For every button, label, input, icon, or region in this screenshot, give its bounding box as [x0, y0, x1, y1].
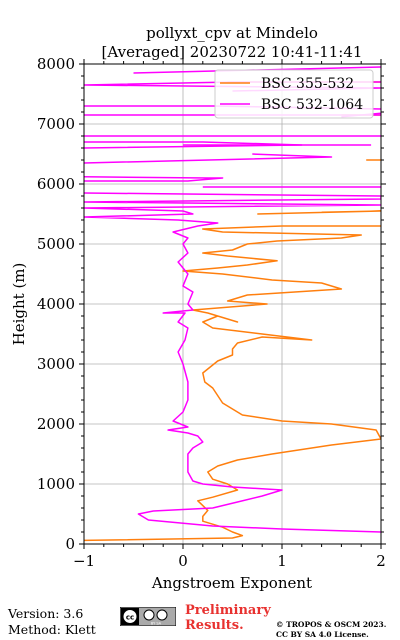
series-segment-bsc5321064 [84, 153, 333, 164]
series-segment-bsc5321064 [84, 176, 224, 182]
series-segment-bsc5321064 [84, 141, 303, 149]
preliminary-notice: Preliminary Results. [185, 603, 271, 633]
legend-box [214, 69, 374, 119]
y-axis-label: Height (m) [10, 263, 28, 346]
y-tick-label: 4000 [37, 295, 75, 313]
copyright-notice: © TROPOS & OSCM 2023. CC BY SA 4.0 Licen… [276, 620, 386, 640]
y-tick-label: 6000 [37, 175, 75, 193]
y-tick-label: 2000 [37, 415, 75, 433]
y-tick-label: 1000 [37, 475, 75, 493]
angstroem-chart: pollyxt_cpv at Mindelo [Averaged] 202307… [10, 24, 386, 592]
legend-label-bsc5321064: BSC 532-1064 [261, 97, 363, 113]
copyright-line-2: CC BY SA 4.0 License. [276, 630, 369, 639]
series-line-bsc355532 [84, 225, 381, 542]
preliminary-line-1: Preliminary [185, 603, 271, 618]
y-tick-label: 8000 [37, 55, 75, 73]
y-tick-label: 0 [65, 535, 75, 553]
chart-title: pollyxt_cpv at Mindelo [146, 24, 318, 42]
y-tick-label: 7000 [37, 115, 75, 133]
legend: BSC 355-532 BSC 532-1064 [214, 69, 374, 119]
cc-license-icon[interactable]: cc BY SA [120, 607, 176, 626]
series-segment-bsc355532 [257, 210, 381, 215]
y-tick-label: 3000 [37, 355, 75, 373]
series-line-bsc5321064 [84, 192, 381, 533]
x-tick-label: 2 [376, 552, 386, 570]
x-tick-label: −1 [73, 552, 95, 570]
x-tick-label: 1 [277, 552, 287, 570]
svg-text:cc: cc [126, 614, 134, 622]
y-tick-label: 5000 [37, 235, 75, 253]
x-axis-label: Angstroem Exponent [151, 574, 312, 592]
method-text: Method: Klett [8, 622, 96, 637]
legend-label-bsc355532: BSC 355-532 [261, 76, 354, 92]
chart-subtitle: [Averaged] 20230722 10:41-11:41 [102, 43, 363, 61]
copyright-line-1: © TROPOS & OSCM 2023. [276, 620, 387, 629]
footer-version-block: Version: 3.6 Method: Klett [8, 606, 96, 638]
cc-badge-text: BY SA [151, 622, 162, 626]
series-layer [84, 66, 381, 542]
version-text: Version: 3.6 [8, 606, 84, 621]
x-tick-label: 0 [178, 552, 188, 570]
preliminary-line-2: Results. [185, 618, 244, 633]
